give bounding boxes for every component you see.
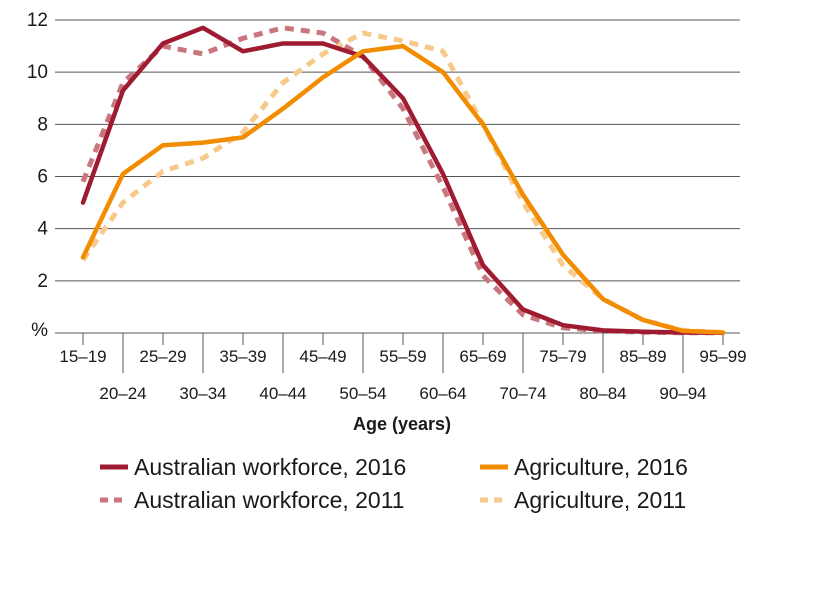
x-tick-label: 75–79 [539, 347, 586, 366]
x-tick-label: 95–99 [699, 347, 746, 366]
y-tick-label: 6 [37, 167, 48, 188]
y-tick-label: 8 [37, 114, 48, 135]
legend-label: Australian workforce, 2016 [134, 454, 406, 480]
y-tick-label: 12 [27, 10, 48, 31]
x-tick-label: 25–29 [139, 347, 186, 366]
x-tick-label: 80–84 [579, 384, 626, 403]
x-tick-label: 45–49 [299, 347, 346, 366]
series-line [80, 43, 726, 335]
series-line [80, 25, 726, 335]
x-tick-label: 85–89 [619, 347, 666, 366]
legend-label: Australian workforce, 2011 [134, 487, 405, 513]
x-tick-label: 55–59 [379, 347, 426, 366]
x-tick-label: 15–19 [59, 347, 106, 366]
x-tick-label: 30–34 [179, 384, 226, 403]
y-tick-label: 2 [37, 271, 48, 292]
gridlines [55, 19, 740, 282]
x-tick-label: 40–44 [259, 384, 306, 403]
y-axis-unit: % [31, 320, 48, 341]
y-axis: 2 4 6 8 10 12% [27, 10, 49, 341]
x-tick-label: 70–74 [499, 384, 546, 403]
legend-label: Agriculture, 2016 [514, 454, 688, 480]
y-tick-label: 10 [27, 62, 48, 83]
series-line [80, 25, 723, 336]
legend: Australian workforce, 2016 Agriculture, 2… [100, 454, 688, 513]
x-tick-label: 65–69 [459, 347, 506, 366]
series-lines [80, 25, 726, 336]
x-tick-label: 60–64 [419, 384, 466, 403]
series-line [80, 30, 724, 335]
x-tick-label: 20–24 [99, 384, 146, 403]
x-axis: 15–19 20–24 25–29 30–34 35–39 40–44 45–49 50–54… [55, 332, 747, 403]
x-tick-label: 35–39 [219, 347, 266, 366]
x-axis-label: Age (years) [353, 414, 451, 434]
y-tick-label: 4 [37, 219, 48, 240]
legend-label: Agriculture, 2011 [514, 487, 686, 513]
x-tick-label: 50–54 [339, 384, 386, 403]
x-tick-label: 90–94 [659, 384, 706, 403]
